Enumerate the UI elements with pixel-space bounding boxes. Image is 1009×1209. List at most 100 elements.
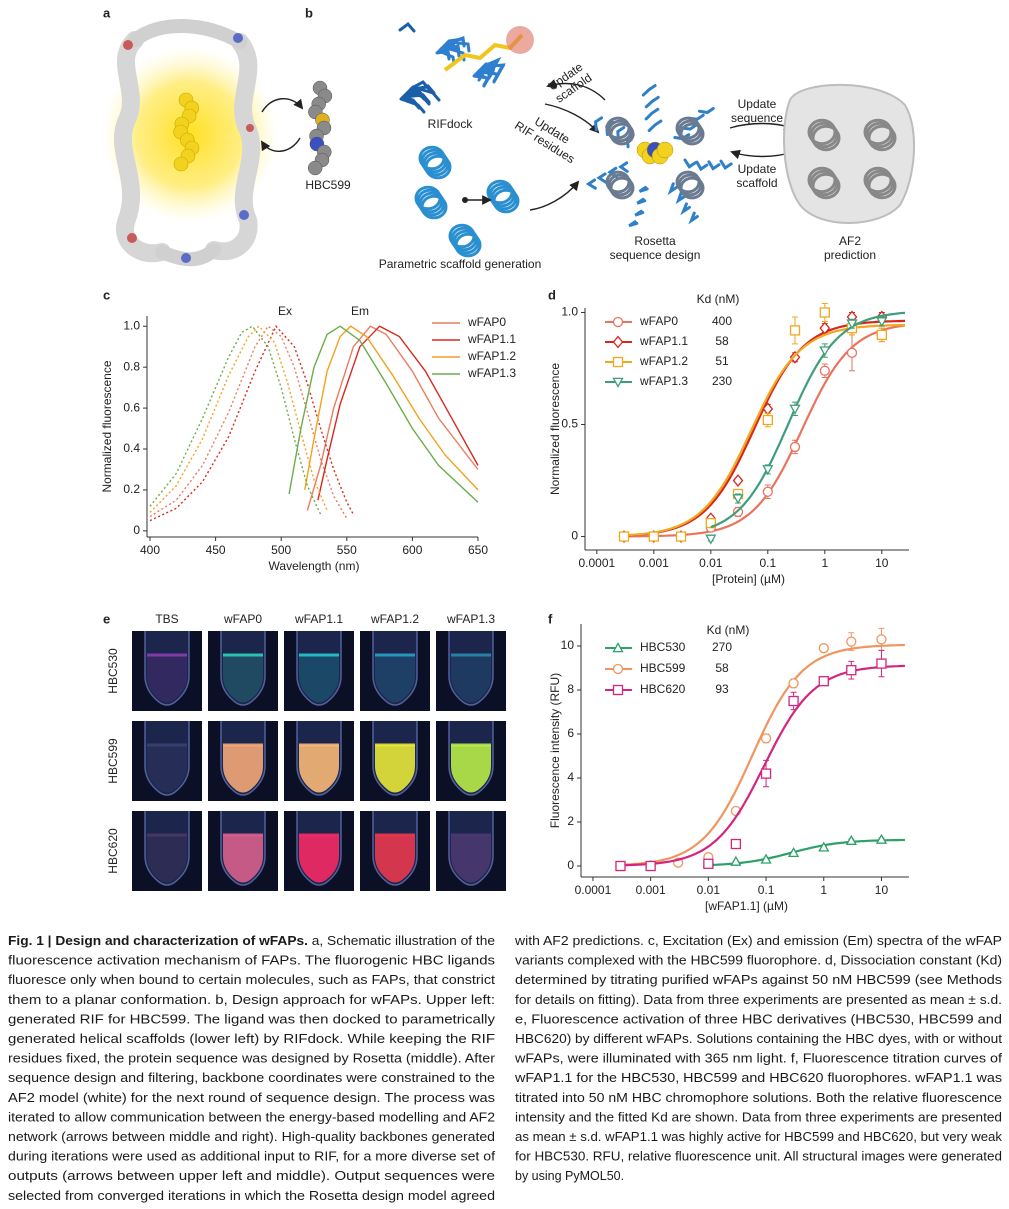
tube-liquid bbox=[299, 745, 339, 793]
data-point bbox=[819, 321, 831, 335]
legend-marker bbox=[612, 356, 624, 368]
caption-line: for details on fitting). Data from three… bbox=[515, 993, 1002, 1007]
legend-label: wFAP1.2 bbox=[467, 349, 516, 363]
x-tick-label: 0.01 bbox=[697, 883, 721, 897]
caption-line: variants complexed with the HBC599 fluor… bbox=[515, 954, 1002, 968]
data-point bbox=[618, 531, 630, 542]
y-tick-label: 8 bbox=[567, 682, 574, 696]
ligand-atom bbox=[656, 141, 674, 159]
data-point bbox=[615, 860, 626, 872]
data-point bbox=[732, 494, 744, 505]
legend-title: Kd (nM) bbox=[697, 292, 740, 306]
step-label: Update bbox=[738, 162, 777, 176]
helix-ring bbox=[863, 166, 893, 194]
caption-text: outputs (arrows between upper left and m… bbox=[8, 1169, 495, 1183]
tube-liquid bbox=[451, 835, 491, 883]
data-point bbox=[818, 841, 830, 852]
y-tick-label: 6 bbox=[567, 726, 574, 740]
legend-label: wFAP1.1 bbox=[467, 332, 516, 346]
y-tick-label: 1.0 bbox=[123, 318, 140, 332]
x-tick-label: 0.0001 bbox=[578, 556, 615, 570]
rif-residue bbox=[410, 80, 431, 91]
rif-residue bbox=[408, 88, 426, 101]
data-point bbox=[876, 634, 887, 645]
panel-a-art bbox=[102, 18, 304, 267]
caption-text: iterated to allow communication between … bbox=[8, 1110, 495, 1124]
ligand-label: HBC599 bbox=[305, 178, 351, 192]
rif-residue bbox=[403, 93, 421, 110]
y-tick-label: 0 bbox=[133, 523, 140, 537]
helix-ring bbox=[865, 121, 895, 149]
caption-line: generated RIF for HBC599. The ligand was… bbox=[8, 1012, 496, 1026]
y-axis-label: Normalized fluorescence bbox=[100, 360, 114, 492]
legend-label: wFAP1.3 bbox=[467, 366, 516, 380]
data-point bbox=[846, 319, 858, 330]
y-tick-label: 0.5 bbox=[561, 417, 578, 431]
y-tick-label: 0.6 bbox=[123, 400, 140, 414]
column-label: wFAP0 bbox=[223, 612, 262, 626]
x-tick-label: 0.001 bbox=[639, 556, 669, 570]
protein-surface bbox=[113, 31, 171, 263]
data-point bbox=[789, 404, 801, 415]
helix-ring bbox=[809, 121, 839, 149]
legend-kd: 58 bbox=[715, 334, 729, 348]
surface-patch bbox=[127, 233, 137, 243]
legend-label: wFAP1.2 bbox=[639, 354, 688, 368]
legend-marker bbox=[612, 684, 624, 696]
legend-marker bbox=[612, 663, 624, 675]
caption-text: a, Schematic illustration of the bbox=[308, 934, 495, 948]
arrow bbox=[544, 103, 600, 134]
caption-text: residues fixed, the protein sequence was… bbox=[8, 1052, 495, 1066]
caption-line: intensity and the fitted Kd are shown. D… bbox=[515, 1110, 1002, 1124]
data-point bbox=[846, 347, 858, 358]
legend-kd: 400 bbox=[712, 314, 732, 328]
x-tick-label: 500 bbox=[271, 543, 291, 557]
helix-ring bbox=[811, 124, 841, 152]
arrow bbox=[546, 79, 606, 101]
caption-text: sequence design and filtering, backbone … bbox=[8, 1071, 495, 1085]
panel-label: b bbox=[305, 5, 313, 20]
surface-patch bbox=[246, 124, 254, 132]
rif-residue bbox=[479, 67, 501, 84]
caption-line: iterated to allow communication between … bbox=[8, 1110, 495, 1124]
data-point bbox=[648, 531, 659, 542]
rif-residue bbox=[438, 48, 451, 61]
x-tick-label: 450 bbox=[206, 543, 226, 557]
side-chain bbox=[719, 159, 733, 171]
data-point bbox=[875, 833, 888, 844]
helix-ring bbox=[807, 118, 837, 146]
step-label: sequence design bbox=[610, 248, 701, 262]
caption-line: wFAP1.1 for the HBC530, HBC599 and HBC62… bbox=[514, 1071, 1002, 1085]
step-label: prediction bbox=[824, 248, 876, 262]
data-point bbox=[846, 665, 857, 676]
legend-kd: 270 bbox=[712, 640, 732, 654]
data-point bbox=[788, 695, 799, 707]
x-tick-label: 550 bbox=[337, 543, 357, 557]
caption-line: fluoresce only when bound to certain mol… bbox=[8, 973, 496, 987]
data-point bbox=[732, 474, 744, 487]
caption-text: generated RIF for HBC599. The ligand was… bbox=[8, 1012, 496, 1026]
legend-marker bbox=[612, 335, 624, 349]
side-chain bbox=[641, 84, 657, 97]
legend-label: wFAP1.1 bbox=[639, 334, 688, 348]
data-point bbox=[846, 636, 857, 647]
excitation-curve bbox=[149, 324, 355, 522]
data-point bbox=[703, 858, 714, 869]
helix-ring bbox=[454, 232, 482, 258]
side-chain bbox=[683, 158, 697, 169]
tube bbox=[144, 631, 190, 706]
side-chain bbox=[618, 161, 629, 173]
legend-kd: 51 bbox=[715, 354, 729, 368]
data-point bbox=[845, 834, 857, 845]
y-axis-label: Normalized fluorescence bbox=[548, 363, 562, 495]
side-chain bbox=[697, 107, 715, 115]
caption-line: them to a planar conformation. b, Design… bbox=[8, 993, 495, 1007]
rif-residue bbox=[483, 63, 495, 80]
side-chain bbox=[638, 185, 649, 193]
legend-marker bbox=[612, 642, 624, 653]
tube-liquid bbox=[375, 745, 415, 793]
caption-title: Fig. 1 | Design and characterization of … bbox=[8, 934, 308, 948]
protein-surface bbox=[155, 243, 221, 267]
y-tick-label: 4 bbox=[567, 770, 574, 784]
annotation: Ex bbox=[278, 304, 292, 318]
